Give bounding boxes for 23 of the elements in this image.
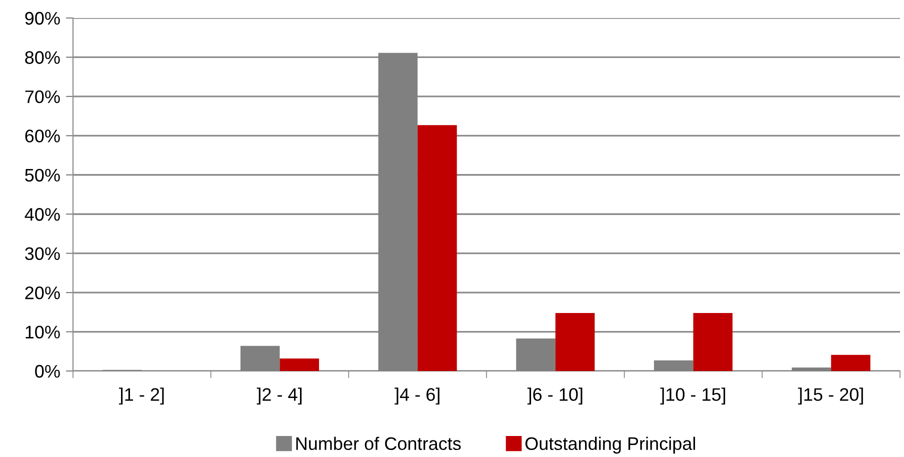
x-tick-label: ]10 - 15] [660, 388, 726, 404]
y-tick-label: 20% [25, 286, 60, 300]
x-tick-label: ]1 - 2] [118, 388, 164, 404]
y-tick-label: 70% [25, 90, 60, 104]
y-tick-label: 30% [25, 247, 60, 260]
x-tick-label: ]2 - 4] [256, 388, 302, 404]
y-tick-label: 60% [25, 130, 60, 142]
bar [555, 312, 595, 371]
y-tick-label: 50% [25, 168, 60, 182]
legend-label: Number of Contracts [296, 436, 461, 450]
x-tick-label: ]15 - 20] [798, 388, 863, 404]
x-tick-label: ]6 - 10] [527, 388, 582, 404]
bar [831, 354, 870, 371]
legend-label: Outstanding Principal [525, 436, 696, 454]
y-tick-label: 90% [25, 12, 60, 25]
bar [280, 358, 320, 371]
bar [418, 125, 457, 371]
y-tick-label: 10% [26, 326, 60, 338]
y-tick-label: 0% [35, 364, 60, 378]
y-tick-label: 40% [24, 208, 60, 221]
y-tick-label: 80% [25, 51, 60, 64]
bar [693, 312, 733, 371]
x-tick-label: ]4 - 6] [394, 388, 440, 404]
